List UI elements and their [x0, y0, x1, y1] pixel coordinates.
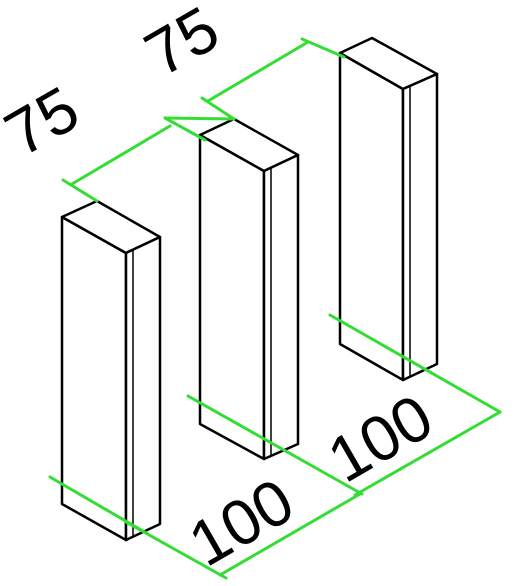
post-1	[60, 199, 162, 542]
dim-top-1-extension-a	[61, 178, 99, 203]
post-1-side-face	[124, 235, 162, 542]
post-2	[198, 117, 300, 461]
post-2-side-face	[262, 153, 300, 461]
post-3-side-face	[401, 72, 439, 382]
dim-bottom-1-line-b	[218, 492, 362, 577]
post-1-front-face	[60, 215, 128, 542]
dimension-lines	[48, 37, 502, 580]
dim-top-1-line	[70, 124, 172, 186]
dim-top-2-line	[206, 40, 310, 103]
dim-bottom-2-line	[353, 410, 502, 497]
post-3	[338, 36, 439, 382]
post-2-front-face	[198, 133, 266, 461]
dim-top-1-label: 75	[0, 72, 91, 170]
post-3-front-face	[338, 51, 405, 382]
dim-bottom-1-line	[124, 520, 228, 580]
dim-top-1-extension-c	[163, 116, 207, 142]
dim-top-2-label: 75	[133, 0, 231, 90]
dim-bottom-1-extension-b	[186, 394, 364, 496]
dim-top-2-extension-b	[300, 37, 346, 59]
dim-top-1-extension-b	[163, 116, 236, 121]
dim-bottom-2-extension-a	[328, 313, 502, 414]
